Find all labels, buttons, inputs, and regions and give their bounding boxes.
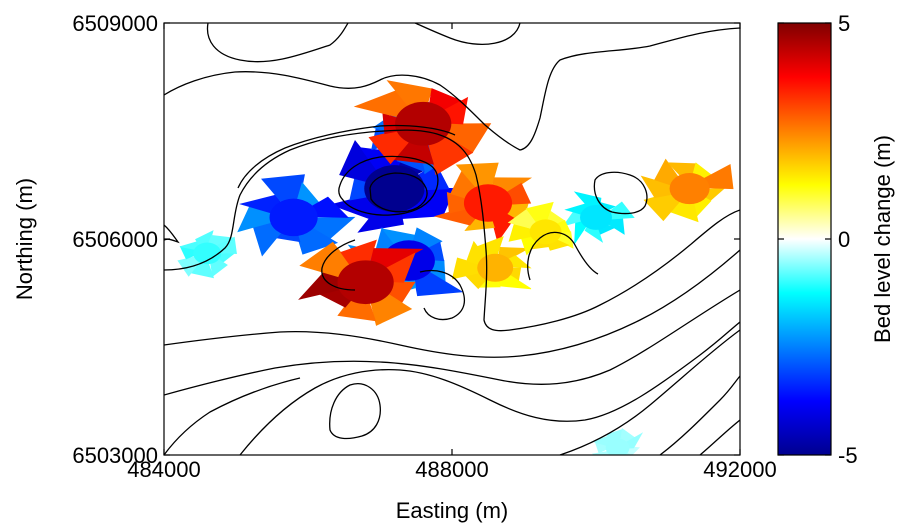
colorbar-tick-label: 0 [838,227,850,252]
bed-level-heatmap [177,80,734,455]
x-tick-label: 492000 [703,457,776,482]
heatmap-region-core [269,198,318,237]
colorbar-ticks [778,22,831,456]
colorbar-label: Bed level change (m) [870,135,895,343]
y-tick-label: 6503000 [72,443,158,468]
heatmap-region-core [193,242,222,265]
heatmap-cell [508,223,547,242]
colorbar-tick-label: 5 [838,11,850,36]
heatmap-region-core [395,101,452,146]
plot-background [164,23,740,455]
heatmap-cell [525,201,554,233]
heatmap-region-core [605,438,630,455]
axis-ticks [163,22,741,456]
x-tick-label: 488000 [415,457,488,482]
heatmap-region-core [337,260,394,305]
heatmap-region-core [364,165,425,213]
heatmap-region-core [669,173,710,205]
heatmap-region-core [580,204,612,230]
colorbar [777,22,832,456]
y-tick-label: 6509000 [72,11,158,36]
x-tick-label: 484000 [127,457,200,482]
heatmap-region-core [477,253,514,282]
bathymetry-contours [164,23,740,455]
heatmap-region-core [529,219,562,245]
y-axis-label: Northing (m) [12,178,37,300]
x-axis-label: Easting (m) [396,498,508,523]
colorbar-tick-label: -5 [838,443,858,468]
y-tick-label: 6506000 [72,227,158,252]
heatmap-region-core [463,184,513,222]
